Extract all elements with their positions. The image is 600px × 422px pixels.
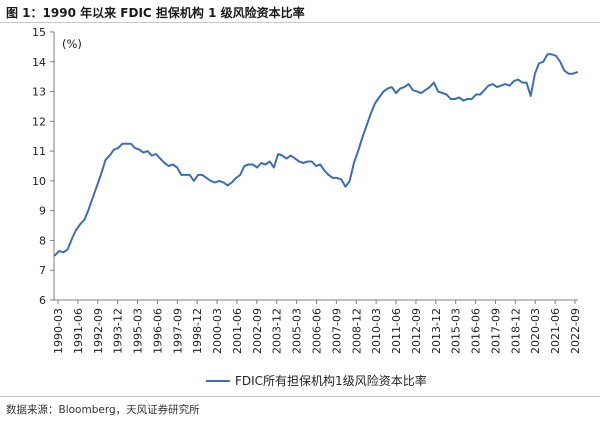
x-tick-label: 2022-09 [569,308,582,354]
x-tick-label: 2003-12 [271,308,284,354]
y-tick-label: 6 [39,294,46,307]
x-tick-label: 2017-09 [489,308,502,354]
x-tick-label: 2001-06 [231,308,244,354]
x-tick-label: 2008-12 [350,308,363,354]
y-tick-label: 12 [32,115,46,128]
figure-title: 图 1：1990 年以来 FDIC 担保机构 1 级风险资本比率 [6,6,305,20]
legend-label: FDIC所有担保机构1级风险资本比率 [235,374,427,388]
x-tick-label: 2016-06 [470,308,483,354]
x-tick-label: 1996-06 [151,308,164,354]
x-tick-label: 2013-12 [430,308,443,354]
x-tick-label: 1993-12 [112,308,125,354]
y-tick-label: 7 [39,264,46,277]
title-divider [0,22,600,23]
y-axis-ticks: 6 7 8 9 10 11 12 13 14 15 [32,26,54,307]
x-tick-label: 2002-09 [251,308,264,354]
series-line [54,53,578,257]
series-layer [54,53,578,257]
y-tick-label: 8 [39,234,46,247]
x-tick-label: 2000-03 [211,308,224,354]
x-tick-label: 1992-09 [92,308,105,354]
legend-swatch [206,379,230,382]
y-tick-label: 13 [32,86,46,99]
x-axis-ticks: 1990-03 1991-06 1992-09 1993-12 1995-03 1996-… [52,300,582,354]
x-tick-label: 2005-03 [291,308,304,354]
y-tick-label: 14 [32,56,46,69]
x-tick-label: 1998-12 [191,308,204,354]
source-note: 数据来源：Bloomberg，天风证券研究所 [6,404,200,416]
y-tick-label: 15 [32,26,46,39]
y-tick-label: 11 [32,145,46,158]
x-tick-label: 2011-06 [390,308,403,354]
x-tick-label: 2007-09 [330,308,343,354]
x-tick-label: 1995-03 [132,308,145,354]
x-tick-label: 1997-09 [171,308,184,354]
x-tick-label: 1991-06 [72,308,85,354]
y-unit-label: (%) [62,37,82,51]
y-tick-label: 10 [32,175,46,188]
x-tick-label: 2015-03 [450,308,463,354]
x-tick-label: 2006-06 [311,308,324,354]
x-tick-label: 2018-12 [509,308,522,354]
x-tick-label: 2012-09 [410,308,423,354]
x-tick-label: 1990-03 [52,308,65,354]
x-tick-label: 2021-06 [549,308,562,354]
y-tick-label: 9 [39,205,46,218]
legend: FDIC所有担保机构1级风险资本比率 [206,372,427,389]
x-tick-label: 2010-03 [370,308,383,354]
footer-divider [0,396,600,397]
x-tick-label: 2020-03 [529,308,542,354]
